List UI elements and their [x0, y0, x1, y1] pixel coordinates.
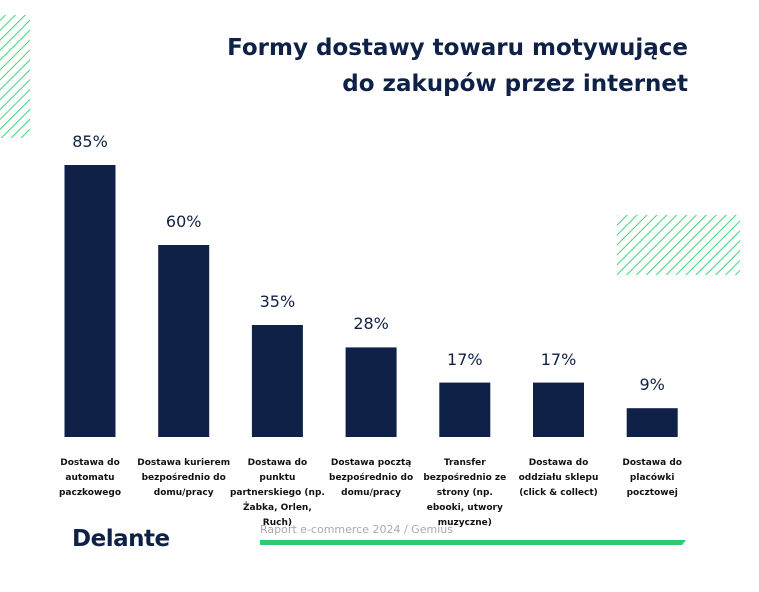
- value-label: 17%: [540, 349, 577, 369]
- x-tick-label: Dostawa do oddziału sklepu (click & coll…: [518, 458, 599, 498]
- bar: [64, 165, 116, 437]
- bar: [533, 382, 584, 437]
- value-label: 35%: [259, 292, 296, 311]
- x-tick-label: Dostawa do punktu partnerskiego (np. Żab…: [229, 458, 325, 528]
- x-tick-label: Transfer bezpośrednio ze strony (np. ebo…: [423, 458, 507, 528]
- bar: [158, 245, 210, 437]
- value-label: 28%: [353, 314, 389, 334]
- x-tick-label: Dostawa do automatu paczkowego: [58, 458, 122, 498]
- value-label: 9%: [639, 375, 665, 395]
- bar: [439, 382, 491, 437]
- hatch-decor: [0, 15, 30, 138]
- bar: [251, 325, 303, 437]
- hatch-decor: [617, 215, 740, 275]
- value-label: 60%: [165, 212, 202, 231]
- value-label: 85%: [72, 132, 108, 151]
- value-label: 17%: [447, 349, 483, 369]
- source: Raport e-commerce 2024 / Gemius: [260, 523, 453, 536]
- x-tick-label: Dostawa do placówki pocztowej: [622, 458, 682, 498]
- brand-logo: Delante: [72, 526, 170, 552]
- bar: [626, 408, 678, 437]
- chart-title: Formy dostawy towaru motywujące do zakup…: [227, 35, 688, 97]
- x-tick-label: Dostawa pocztą bezpośrednio do domu/prac…: [329, 458, 414, 498]
- x-tick-label: Dostawa kurierem bezpośrednio do domu/pr…: [137, 458, 231, 498]
- bar: [345, 347, 397, 437]
- footer-line: [260, 540, 686, 545]
